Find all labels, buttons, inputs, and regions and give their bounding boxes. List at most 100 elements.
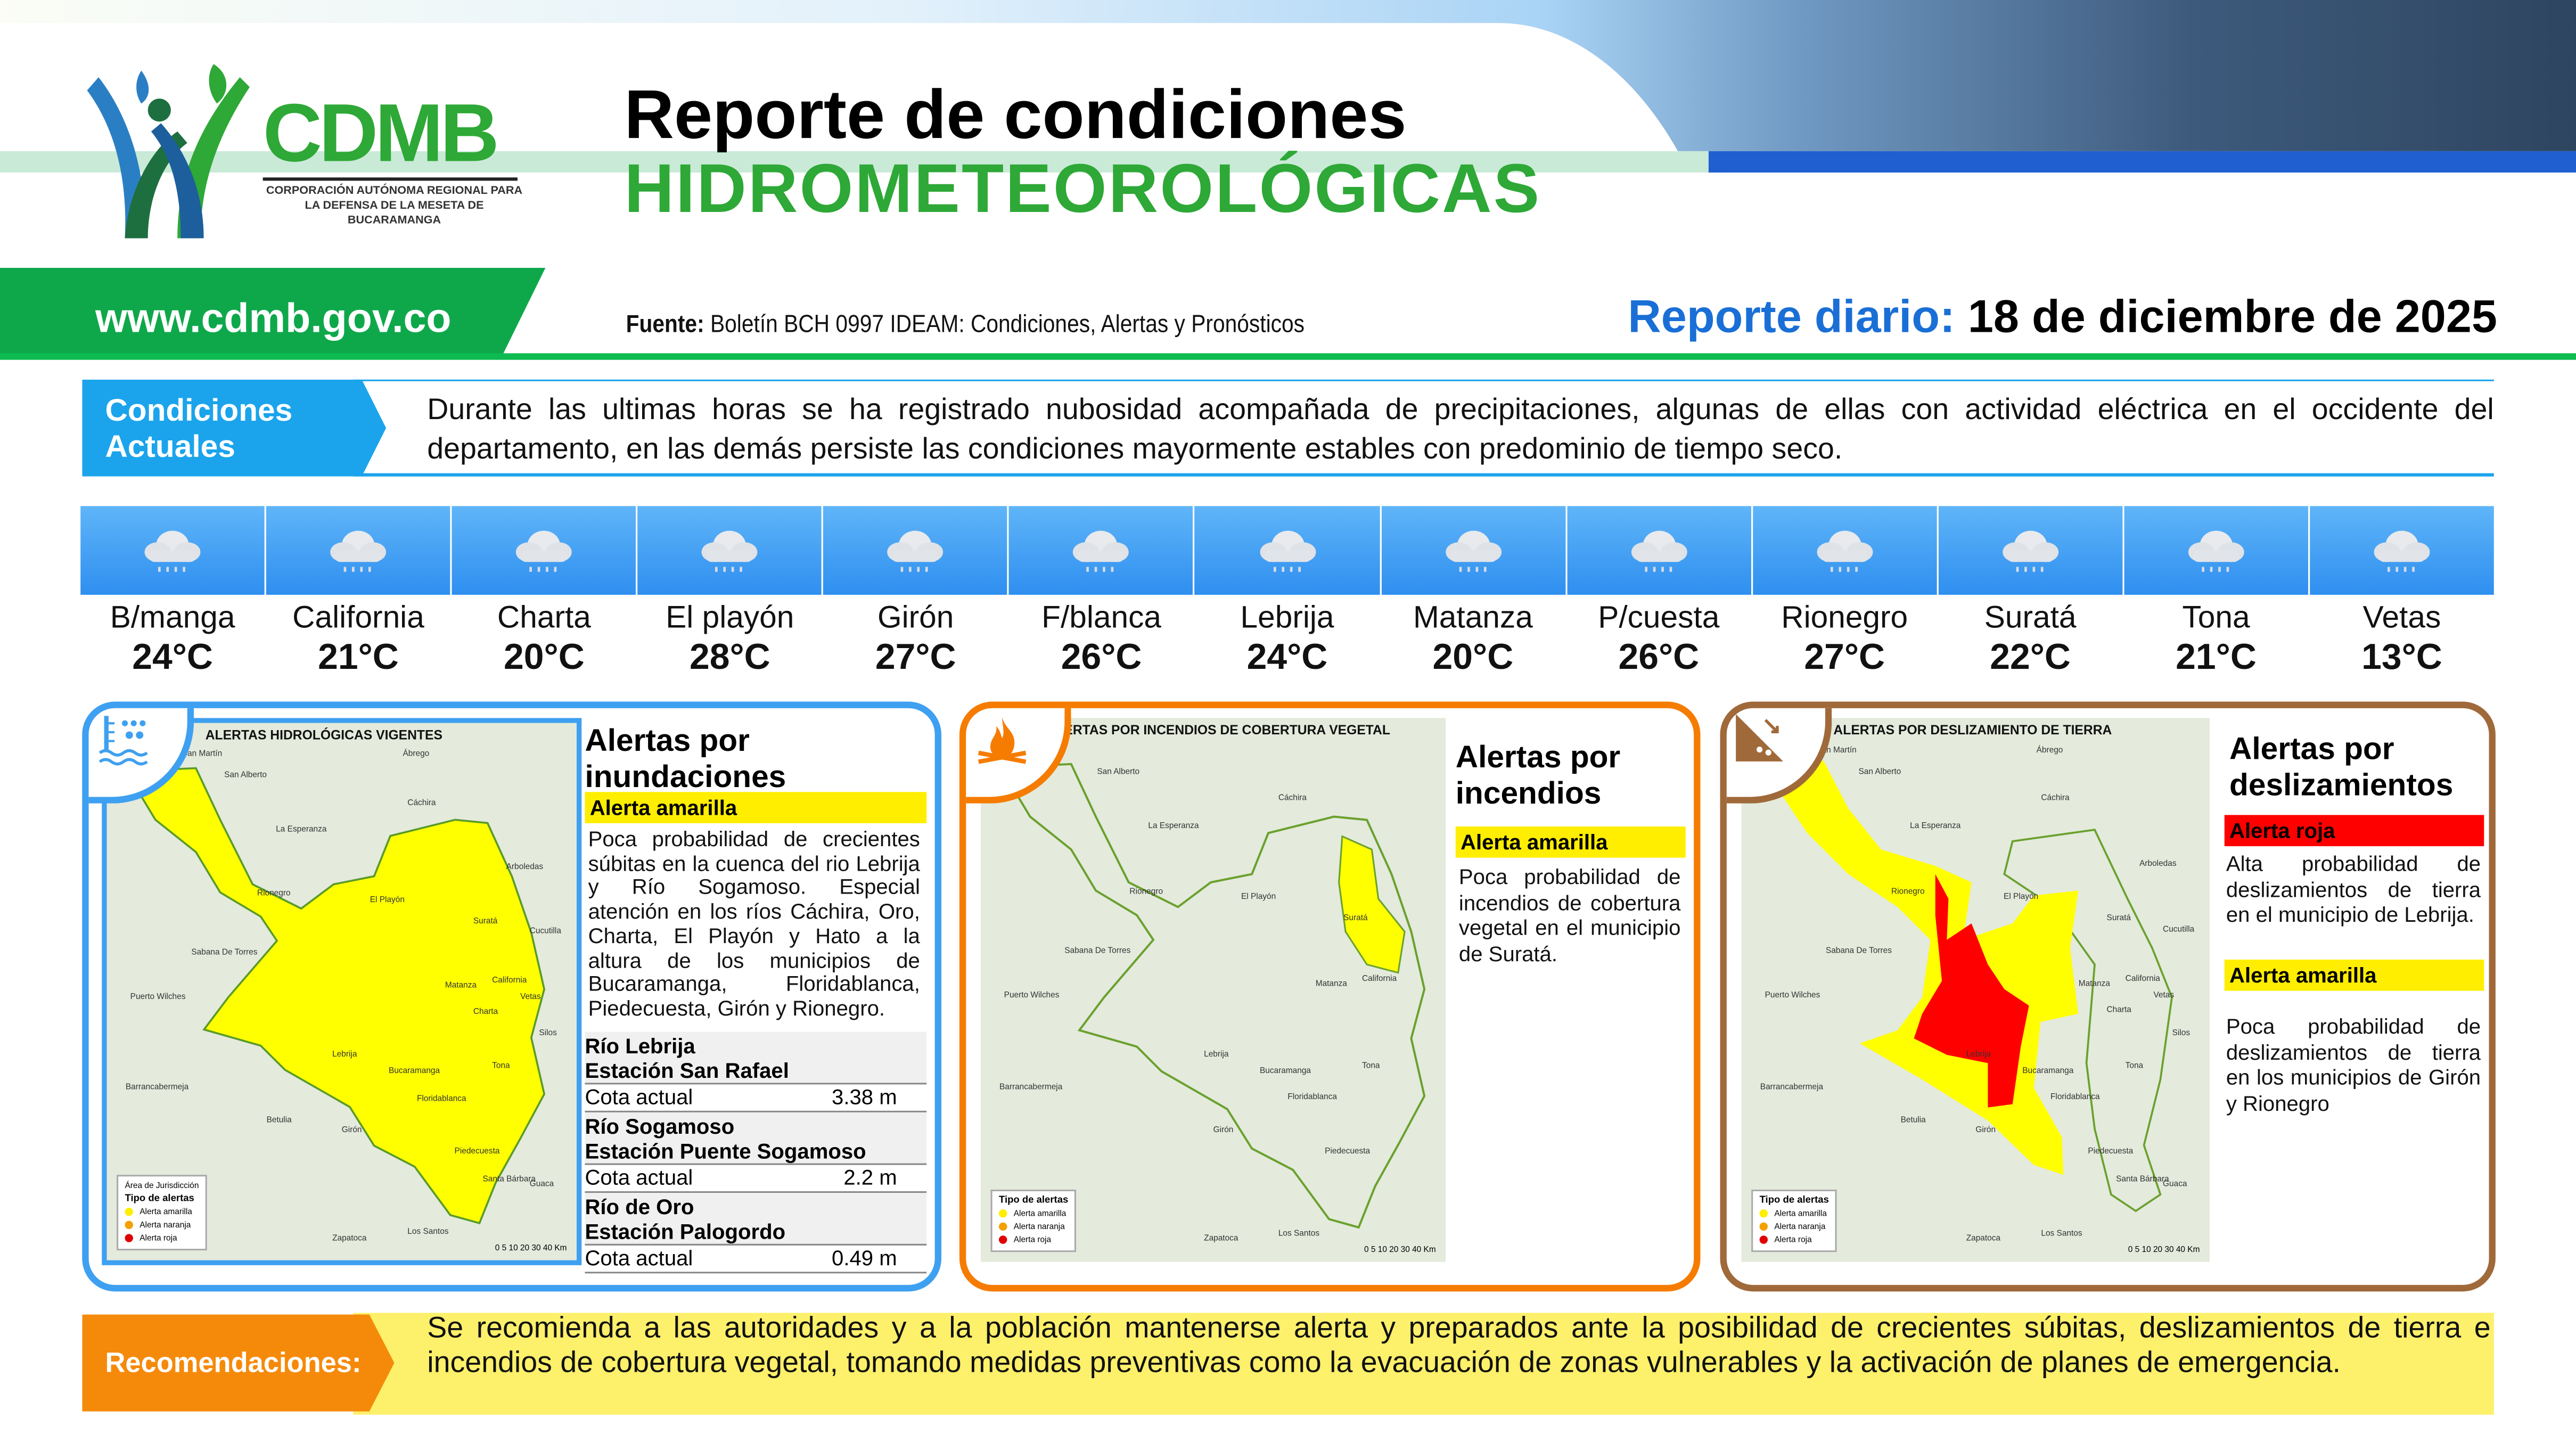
fire-map: ALERTAS POR INCENDIOS DE COBERTURA VEGET… xyxy=(981,718,1446,1262)
map-place-label: Suratá xyxy=(2106,914,2131,924)
rain-cloud-icon xyxy=(702,530,758,572)
legend-yellow: Alerta amarilla xyxy=(998,1208,1068,1221)
map-place-label: Vetas xyxy=(2153,990,2175,1000)
weather-city: Lebrija 24°C xyxy=(1193,506,1380,681)
conditions-text: Durante las ultimas horas se ha registra… xyxy=(427,392,2494,465)
source-text: Boletín BCH 0997 IDEAM: Condiciones, Ale… xyxy=(710,310,1305,339)
report-label: Reporte diario: xyxy=(1628,291,1955,342)
flood-description: Poca probabilidad de crecientes súbitas … xyxy=(588,826,920,1020)
weather-strip: B/manga 24°C California 21°C Charta 20°C El pl… xyxy=(80,506,2494,681)
rain-cloud-icon xyxy=(1073,530,1130,572)
rain-cloud-icon xyxy=(144,530,201,572)
legend-jurisdiction: Área de Jurisdicción xyxy=(125,1181,199,1191)
flood-alert-badge: Alerta amarilla xyxy=(585,792,927,823)
weather-icon-cell xyxy=(452,506,636,595)
report-date-line: Reporte diario: 18 de diciembre de 2025 xyxy=(1628,291,2497,343)
map-place-label: Betulia xyxy=(266,1115,292,1125)
legend-orange: Alerta naranja xyxy=(1759,1221,1829,1234)
weather-icon-cell xyxy=(1938,506,2123,595)
map-place-label: Tona xyxy=(2125,1060,2144,1071)
map-place-label: Matanza xyxy=(2078,979,2110,989)
report-date: 18 de diciembre de 2025 xyxy=(1967,291,2497,342)
source-label: Fuente: xyxy=(626,310,704,339)
weather-temperature: 20°C xyxy=(1432,636,1514,677)
map-place-label: Girón xyxy=(1213,1126,1234,1136)
map-place-label: Tona xyxy=(492,1061,510,1071)
map-place-label: Floridablanca xyxy=(1287,1093,1337,1103)
map-place-label: Zapatoca xyxy=(1204,1234,1238,1245)
map-place-label: Puerto Wilches xyxy=(1004,990,1060,1000)
map-scale: 0 5 10 20 30 40 Km xyxy=(2128,1245,2200,1256)
weather-city: Charta 20°C xyxy=(450,506,636,681)
weather-temperature: 28°C xyxy=(689,636,770,677)
fire-map-graphic xyxy=(981,718,1446,1262)
weather-icon-cell xyxy=(1566,506,1751,595)
map-place-label: Lebrija xyxy=(332,1051,357,1061)
rain-cloud-icon xyxy=(2374,530,2430,572)
map-place-label: Matanza xyxy=(445,980,477,991)
map-place-label: Lebrija xyxy=(1966,1050,1991,1060)
map-place-label: Bucaramanga xyxy=(2022,1066,2074,1076)
station-name: Estación Puente Sogamoso xyxy=(585,1139,866,1164)
level-value: 0.49 m xyxy=(832,1245,897,1271)
legend-title: Tipo de alertas xyxy=(1759,1196,1829,1206)
map-place-label: Matanza xyxy=(1315,979,1347,989)
rain-cloud-icon xyxy=(888,530,944,572)
weather-city-name: Rionegro xyxy=(1781,601,1908,636)
map-place-label: Guaca xyxy=(2163,1180,2187,1190)
rain-cloud-icon xyxy=(1259,530,1315,572)
map-place-label: Los Santos xyxy=(1278,1229,1320,1239)
map-place-label: Cucutilla xyxy=(2163,924,2195,935)
legend-red: Alerta roja xyxy=(998,1234,1068,1247)
weather-city: F/blanca 26°C xyxy=(1007,506,1194,681)
weather-temperature: 27°C xyxy=(875,636,956,677)
map-place-label: El Playón xyxy=(2004,892,2039,902)
map-place-label: Bucaramanga xyxy=(1259,1066,1311,1076)
map-place-label: Ábrego xyxy=(403,750,430,760)
level-value: 3.38 m xyxy=(832,1084,897,1109)
map-place-label: California xyxy=(492,975,527,986)
rain-cloud-icon xyxy=(1445,530,1501,572)
weather-icon-cell xyxy=(1195,506,1380,595)
map-place-label: San Martín xyxy=(182,750,223,760)
map-place-label: Puerto Wilches xyxy=(130,992,186,1002)
legend-yellow: Alerta amarilla xyxy=(1759,1208,1829,1221)
map-scale: 0 5 10 20 30 40 Km xyxy=(1364,1245,1436,1256)
flood-map-legend: Área de Jurisdicción Tipo de alertas Ale… xyxy=(117,1175,207,1251)
map-place-label: Cucutilla xyxy=(529,927,561,937)
page-title-highlight: HIDROMETEOROLÓGICAS xyxy=(624,149,1541,227)
conditions-border-top xyxy=(353,379,2494,381)
weather-icon-cell xyxy=(2310,506,2494,595)
weather-icon-cell xyxy=(266,506,450,595)
recommendations-box xyxy=(353,1313,2494,1415)
website-link[interactable]: www.cdmb.gov.co xyxy=(95,296,452,342)
weather-city: Suratá 22°C xyxy=(1937,506,2123,681)
map-place-label: Santa Bárbara xyxy=(482,1174,536,1184)
weather-city-name: Girón xyxy=(877,601,954,636)
map-place-label: Piedecuesta xyxy=(1325,1148,1371,1158)
rain-cloud-icon xyxy=(1630,530,1687,572)
map-place-label: Tona xyxy=(1362,1060,1380,1071)
weather-city-name: California xyxy=(292,601,424,636)
map-place-label: California xyxy=(1362,973,1397,984)
map-place-label: Vetas xyxy=(520,992,541,1002)
map-place-label: San Alberto xyxy=(1097,767,1140,777)
map-place-label: El Playón xyxy=(370,895,405,905)
fire-map-title: ALERTAS POR INCENDIOS DE COBERTURA VEGET… xyxy=(1046,723,1390,738)
map-place-label: Sabana De Torres xyxy=(1064,946,1131,956)
map-place-label: Sabana De Torres xyxy=(1825,946,1892,956)
fire-alert-badge: Alerta amarilla xyxy=(1455,826,1686,858)
weather-city-name: El playón xyxy=(666,601,794,636)
conditions-border-bottom xyxy=(353,473,2494,477)
map-place-label: Rionegro xyxy=(1891,886,1925,897)
legend-orange: Alerta naranja xyxy=(125,1219,199,1232)
website-band xyxy=(0,267,546,357)
header-band-blue xyxy=(1708,151,2576,173)
landslide-map: ALERTAS POR DESLIZAMIENTO DE TIERRA San … xyxy=(1741,718,2210,1262)
weather-city-name: B/manga xyxy=(110,601,235,636)
legend-orange: Alerta naranja xyxy=(998,1221,1068,1234)
map-place-label: Cáchira xyxy=(407,798,436,808)
map-place-label: Los Santos xyxy=(407,1228,449,1238)
station-name: Estación Palogordo xyxy=(585,1219,786,1244)
